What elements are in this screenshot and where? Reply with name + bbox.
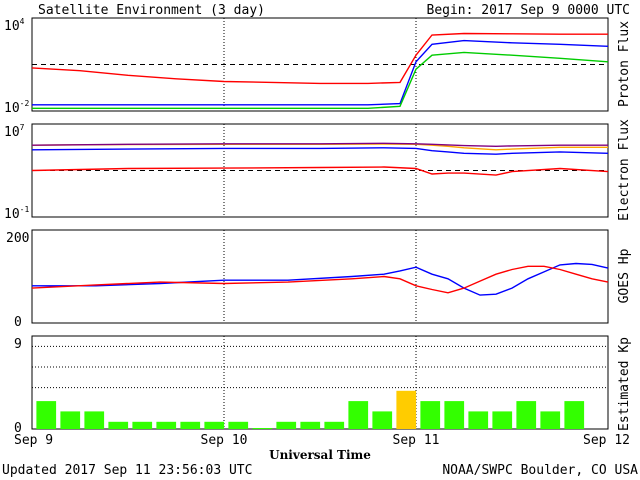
kp-bar-6: [180, 421, 201, 429]
electron-series-1: [31, 147, 609, 155]
electron-ylabel: Electron Flux: [617, 119, 632, 221]
xtick-sep9: Sep 9: [14, 433, 53, 448]
kp-ytick-top: 9: [14, 337, 22, 352]
xtick-sep11: Sep 11: [393, 433, 440, 448]
kp-bar-2: [84, 411, 105, 429]
hp-ytick-top: 200: [6, 231, 29, 246]
kp-bar-4: [132, 421, 153, 429]
hp-ylabel: GOES Hp: [617, 248, 632, 303]
kp-bar-14: [372, 411, 393, 429]
xtick-sep10: Sep 10: [201, 433, 248, 448]
xtick-sep12: Sep 12: [583, 433, 630, 448]
kp-bar-13: [348, 401, 369, 429]
proton-series-1: [32, 39, 609, 106]
kp-bar-18: [468, 411, 489, 429]
electron-series-3: [31, 142, 608, 148]
hp-series-0: [32, 262, 609, 296]
proton-ytick-top: 104: [4, 17, 25, 34]
kp-bar-10: [276, 421, 297, 429]
electron-ytick-top: 107: [4, 123, 25, 140]
updated-time: Updated 2017 Sep 11 23:56:03 UTC: [2, 463, 252, 478]
hp-ytick-bottom: 0: [14, 315, 22, 330]
hp-panel-frame: [31, 229, 609, 324]
kp-bar-5: [156, 421, 177, 429]
chart-title: Satellite Environment (3 day): [38, 3, 265, 18]
electron-series-0: [31, 166, 609, 176]
electron-ytick-bottom: 10-1: [4, 205, 29, 222]
hp-series-1: [31, 265, 609, 294]
xaxis-title: Universal Time: [269, 448, 371, 462]
kp-bar-16: [420, 401, 441, 429]
source-credit: NOAA/SWPC Boulder, CO USA: [442, 463, 638, 478]
proton-ylabel: Proton Flux: [617, 21, 632, 107]
kp-bar-9: [252, 428, 273, 429]
proton-ytick-bottom: 10-2: [4, 99, 29, 116]
kp-bar-15: [396, 390, 417, 429]
kp-bar-7: [204, 421, 225, 429]
kp-bar-12: [324, 421, 345, 429]
plot-layer: [31, 18, 609, 429]
proton-series-2: [32, 51, 609, 110]
begin-time: Begin: 2017 Sep 9 0000 UTC: [427, 3, 631, 18]
kp-bar-22: [564, 401, 585, 429]
kp-bar-0: [36, 401, 57, 429]
kp-bar-1: [60, 411, 81, 429]
proton-series-0: [31, 32, 608, 85]
kp-bar-19: [492, 411, 513, 429]
kp-bar-17: [444, 401, 465, 429]
kp-bar-21: [540, 411, 561, 429]
kp-bar-11: [300, 421, 321, 429]
kp-ylabel: Estimated Kp: [617, 337, 632, 431]
kp-ytick-bottom: 0: [14, 421, 22, 436]
kp-bar-20: [516, 401, 537, 429]
kp-bar-3: [108, 421, 129, 429]
kp-bar-8: [228, 421, 249, 429]
